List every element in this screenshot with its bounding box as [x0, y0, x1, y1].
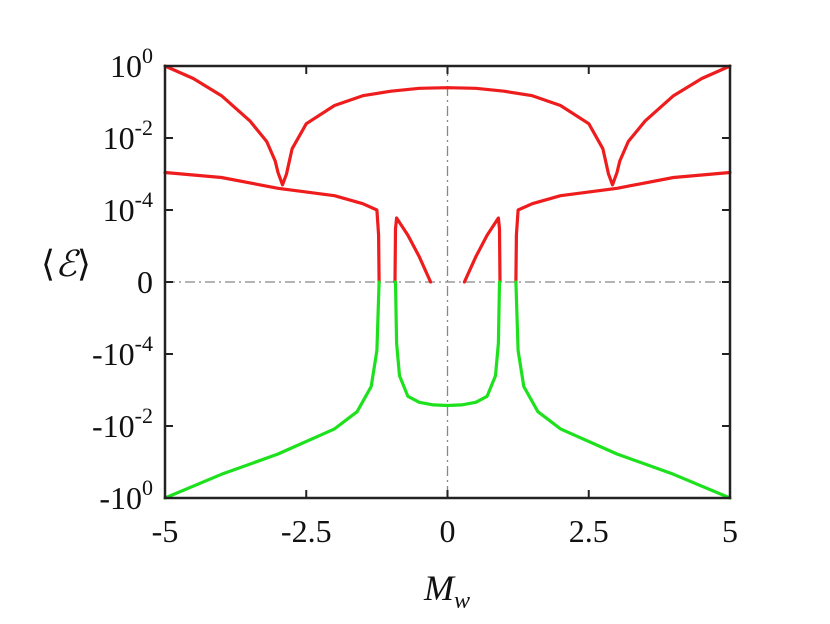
- x-tick-label-1: -5: [152, 513, 179, 549]
- series-line-1: [163, 64, 732, 187]
- series-line-7: [393, 280, 502, 408]
- series-line-3: [393, 216, 433, 284]
- y-tick-label-5: -10-4: [92, 331, 153, 372]
- x-tick-label-5: 5: [722, 513, 738, 549]
- series-line-6: [163, 280, 381, 500]
- y-tick-label-1: 100: [110, 43, 153, 84]
- series-line-5: [514, 170, 732, 284]
- x-tick-label-3: 0: [440, 513, 456, 549]
- series-line-4: [462, 216, 502, 284]
- tick-group: [164, 65, 731, 499]
- y-tick-label-4: 0: [137, 264, 153, 300]
- series-line-8: [514, 280, 732, 500]
- y-axis-label: ⟨ℰ⟩: [41, 244, 91, 284]
- x-tick-label-2: -2.5: [281, 513, 332, 549]
- x-tick-labels: -5 -2.5 0 2.5 5: [152, 513, 738, 549]
- y-tick-label-2: 10-2: [103, 115, 153, 156]
- y-tick-labels: 100 10-2 10-4 0 -10-4 -10-2 -100: [92, 43, 153, 516]
- y-tick-label-6: -10-2: [92, 403, 153, 444]
- x-axis-label: Mw: [423, 568, 470, 614]
- series-group: [163, 64, 732, 500]
- y-tick-label-7: -100: [99, 475, 153, 516]
- reference-lines: [165, 66, 730, 498]
- series-line-2: [163, 170, 381, 284]
- x-tick-label-4: 2.5: [569, 513, 609, 549]
- y-tick-label-3: 10-4: [103, 187, 153, 228]
